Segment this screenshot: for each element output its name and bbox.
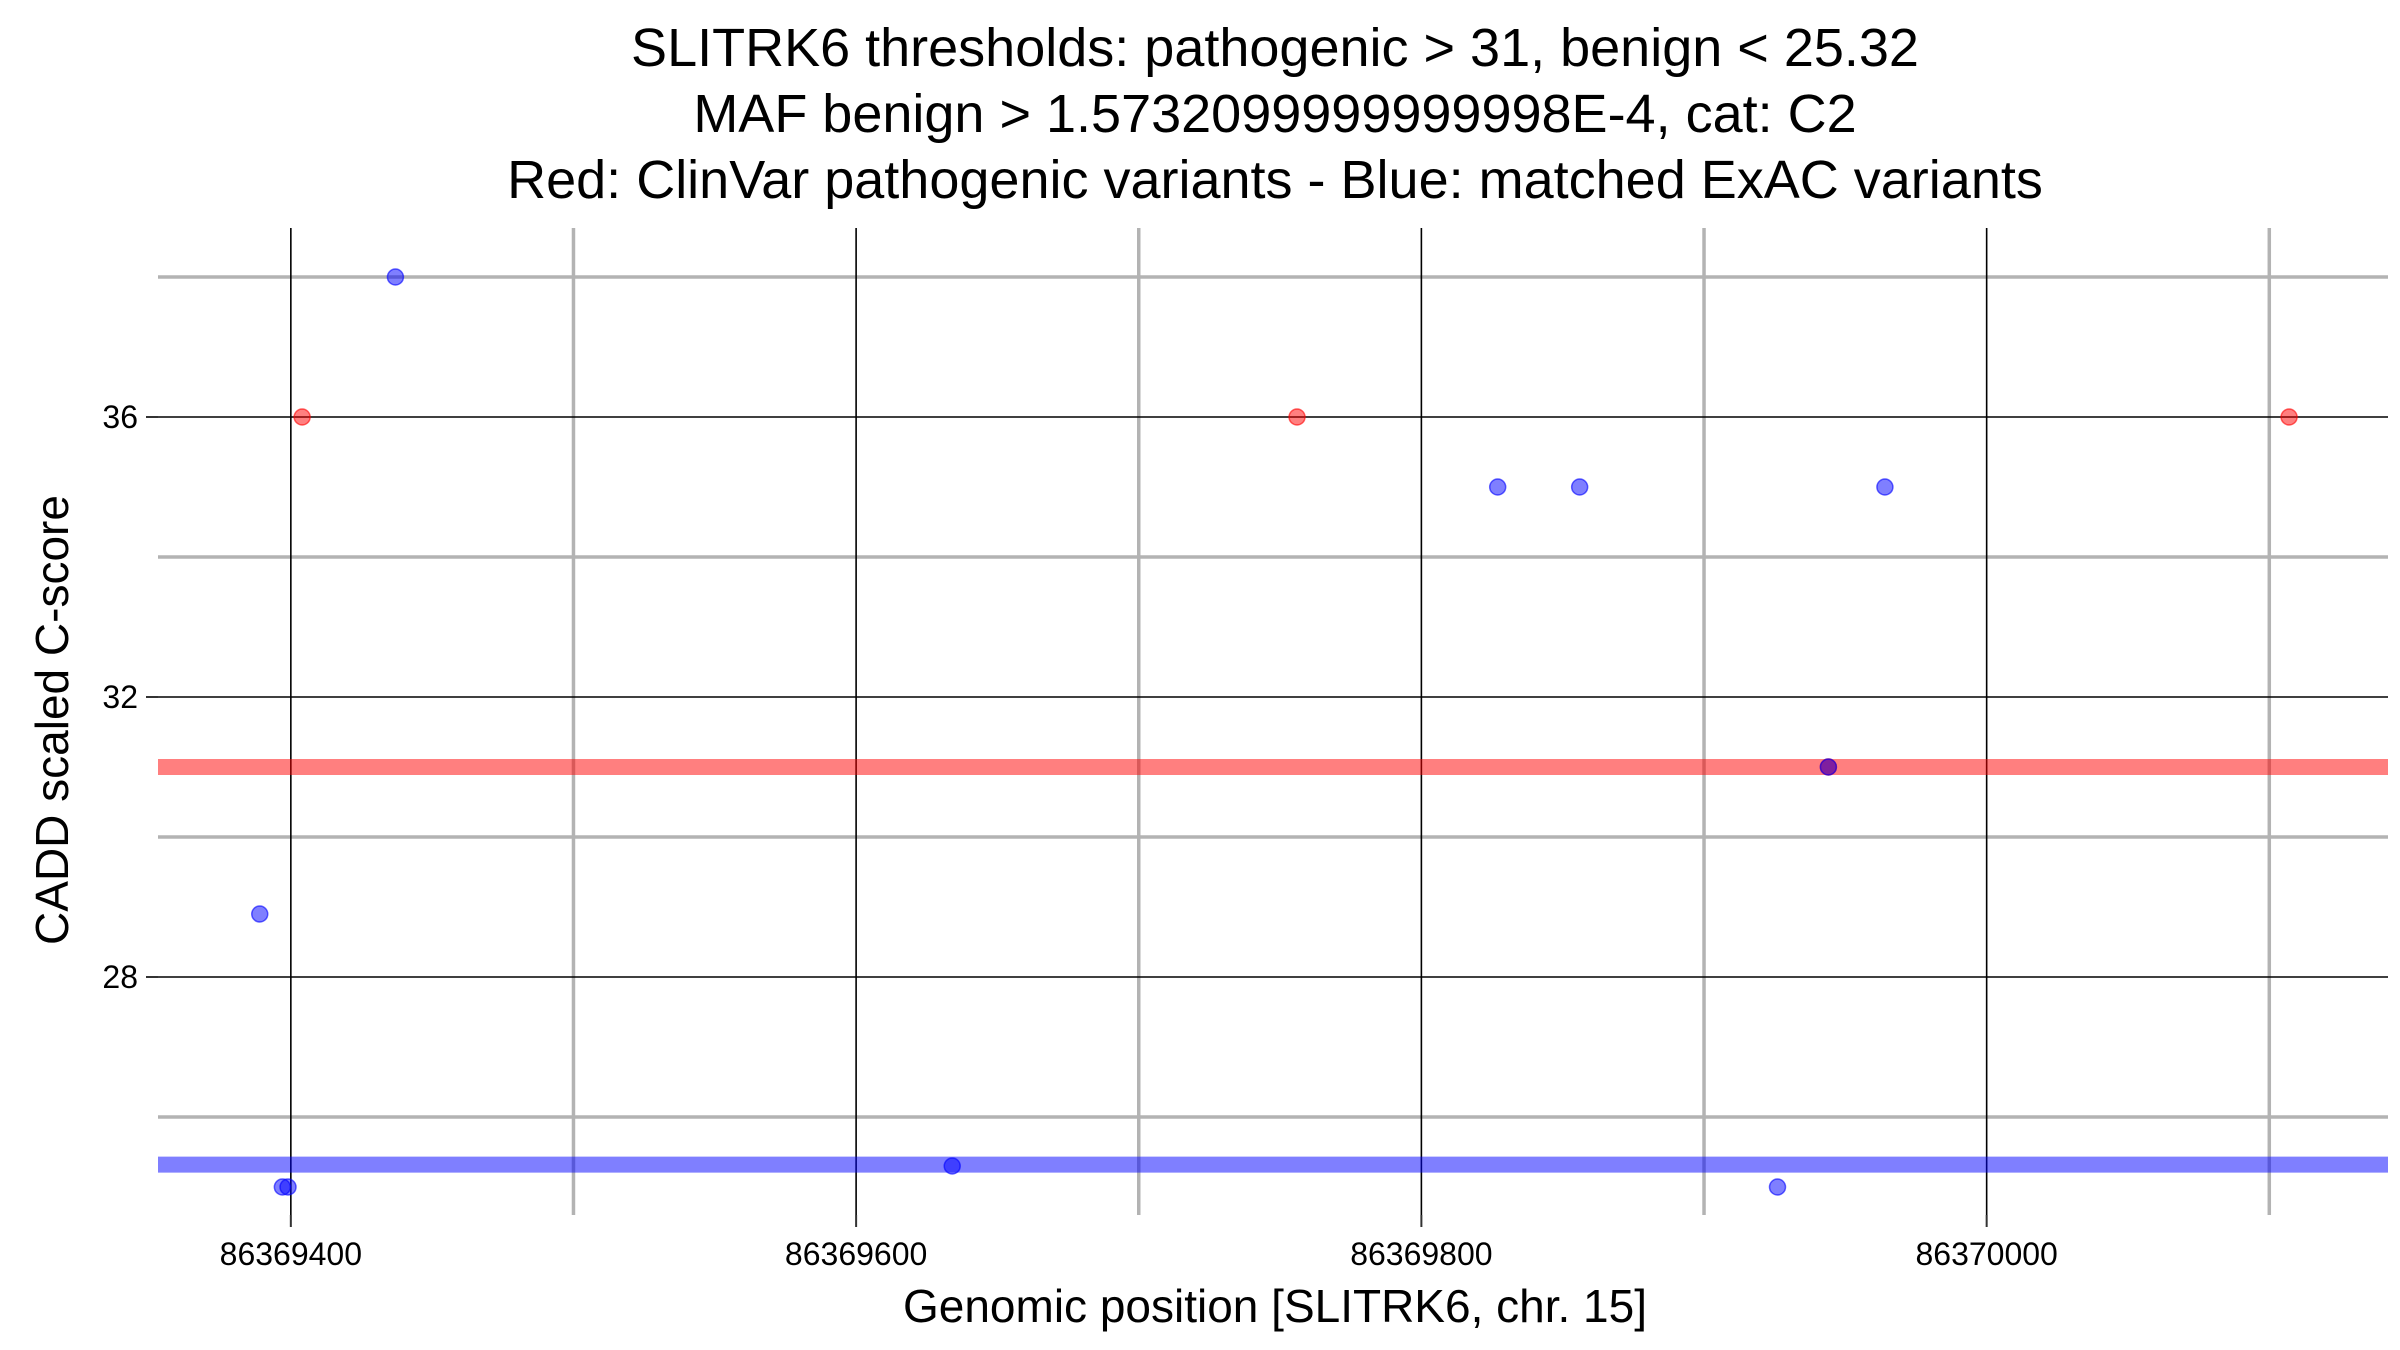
- exac-point: [1819, 758, 1838, 776]
- data-points: [250, 268, 2298, 1196]
- x-tick-label: 86369800: [1350, 1236, 1492, 1272]
- y-axis-title: CADD scaled C-score: [26, 495, 78, 945]
- clinvar-point: [2280, 408, 2298, 426]
- title-line-2: MAF benign > 1.5732099999999998E-4, cat:…: [693, 84, 1856, 144]
- y-tick-label: 36: [102, 399, 138, 435]
- exac-point: [1876, 478, 1894, 496]
- title-line-3: Red: ClinVar pathogenic variants - Blue:…: [507, 150, 2043, 210]
- chart-title: SLITRK6 thresholds: pathogenic > 31, ben…: [507, 18, 2043, 210]
- x-tick-label: 86370000: [1915, 1236, 2057, 1272]
- exac-point: [943, 1157, 961, 1175]
- exac-point: [1570, 478, 1589, 496]
- exac-point: [250, 905, 269, 923]
- threshold-lines: [158, 759, 2388, 1173]
- clinvar-point: [293, 408, 311, 426]
- clinvar-point: [1288, 408, 1306, 426]
- exac-point: [386, 268, 405, 286]
- exac-point: [279, 1178, 297, 1196]
- y-tick-label: 32: [102, 679, 138, 715]
- x-axis-tick-labels: 86369400 86369600 86369800 86370000: [220, 1215, 2058, 1272]
- exac-point: [1488, 478, 1507, 496]
- y-axis-tick-labels: 28 32 36: [102, 399, 158, 995]
- exac-point: [1768, 1178, 1787, 1196]
- major-gridlines: [158, 228, 2388, 1215]
- y-tick-label: 28: [102, 959, 138, 995]
- title-line-1: SLITRK6 thresholds: pathogenic > 31, ben…: [631, 18, 1919, 78]
- x-tick-label: 86369600: [785, 1236, 927, 1272]
- x-tick-label: 86369400: [220, 1236, 362, 1272]
- minor-gridlines: [158, 228, 2388, 1215]
- x-axis-title: Genomic position [SLITRK6, chr. 15]: [903, 1280, 1647, 1332]
